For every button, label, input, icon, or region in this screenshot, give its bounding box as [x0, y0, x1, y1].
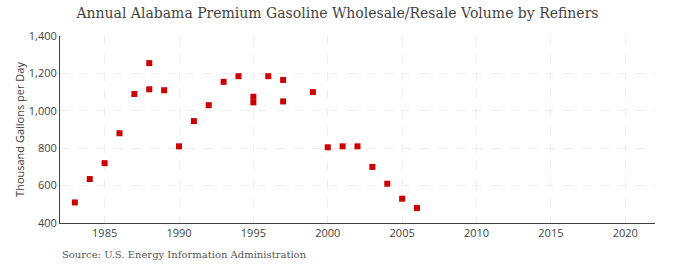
svg-text:800: 800 — [38, 140, 57, 155]
svg-text:2005: 2005 — [390, 225, 415, 240]
svg-text:2000: 2000 — [315, 225, 340, 240]
svg-text:1995: 1995 — [241, 225, 266, 240]
svg-text:1,400: 1,400 — [29, 28, 57, 43]
svg-text:600: 600 — [38, 177, 57, 192]
svg-text:1985: 1985 — [92, 225, 117, 240]
svg-text:1990: 1990 — [166, 225, 191, 240]
svg-text:2020: 2020 — [613, 225, 638, 240]
svg-text:Thousand Gallons per Day: Thousand Gallons per Day — [12, 62, 27, 197]
svg-text:400: 400 — [38, 215, 57, 230]
svg-text:Source: U.S. Energy Informatio: Source: U.S. Energy Information Administ… — [62, 249, 307, 260]
svg-text:2010: 2010 — [464, 225, 489, 240]
svg-text:1,000: 1,000 — [29, 103, 57, 118]
svg-text:2015: 2015 — [538, 225, 563, 240]
svg-text:1,200: 1,200 — [29, 65, 57, 80]
svg-text:Annual Alabama Premium Gasolin: Annual Alabama Premium Gasoline Wholesal… — [75, 5, 598, 21]
